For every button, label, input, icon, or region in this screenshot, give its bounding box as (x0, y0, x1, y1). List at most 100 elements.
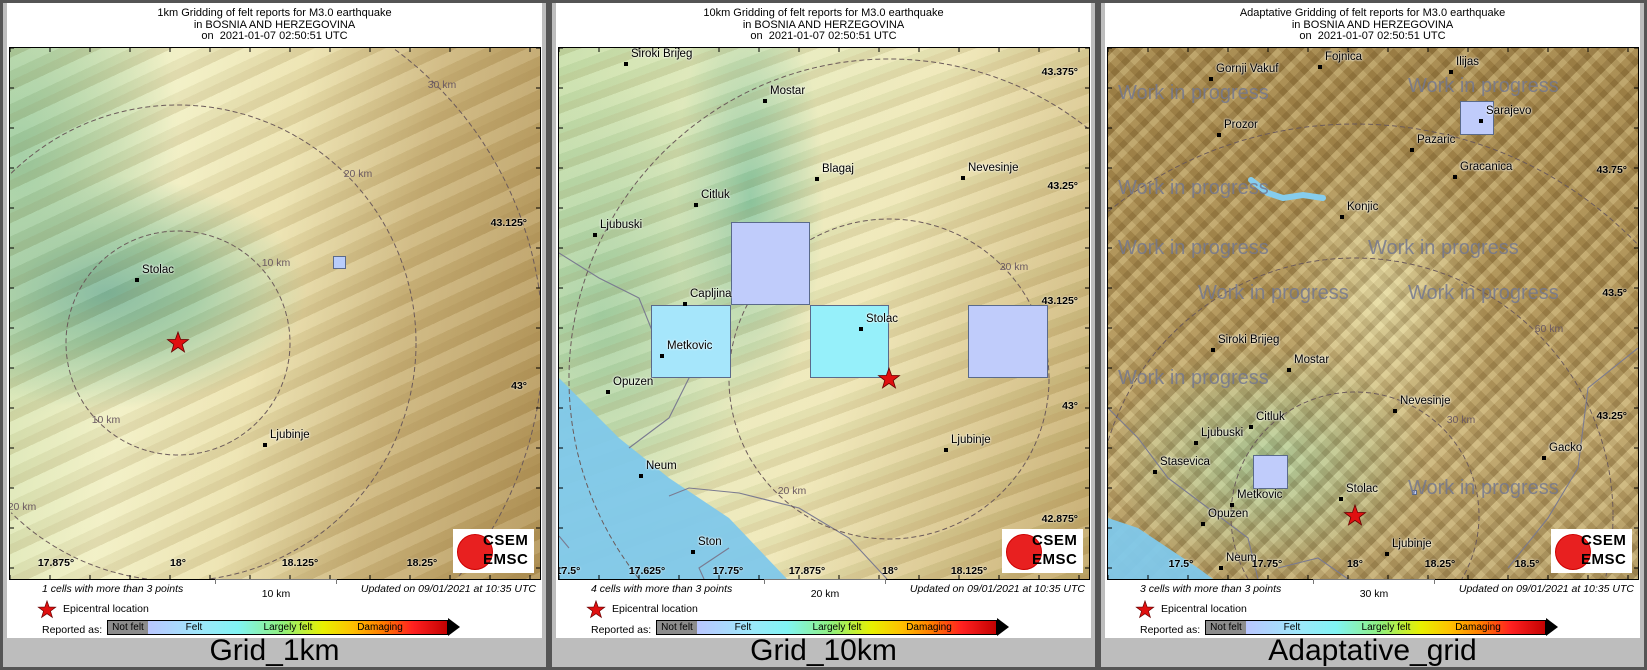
colorbar-label: Largely felt (263, 622, 313, 633)
city-label: Stolac (1346, 483, 1378, 495)
border-line (559, 535, 570, 549)
city-marker (683, 302, 687, 306)
city-label: Ston (698, 536, 722, 548)
epicenter-legend-star-shape (37, 600, 57, 619)
city-marker (135, 278, 139, 282)
felt-grid-cell[interactable] (968, 305, 1048, 378)
border-line (1507, 347, 1638, 569)
distance-label: 60 km (1534, 323, 1564, 335)
city-label: Neum (646, 460, 677, 472)
colorbar-label: Damaging (906, 622, 952, 633)
reported-as-label: Reported as: (591, 624, 652, 636)
city-label: Sarajevo (1486, 105, 1532, 117)
city-label: Citluk (1256, 411, 1285, 423)
city-marker (815, 177, 819, 181)
city-marker (660, 354, 664, 358)
felt-grid-cell[interactable] (810, 305, 889, 378)
scale-bar (764, 579, 886, 584)
felt-grid-cell[interactable] (731, 222, 810, 305)
longitude-label: 17.875° (788, 565, 826, 577)
colorbar-label: Largely felt (1361, 622, 1411, 633)
csem-emsc-logo: CSEM EMSC (1002, 529, 1083, 573)
border-line (698, 547, 730, 579)
city-label: Gacko (1549, 442, 1583, 454)
city-label: Gornji Vakuf (1216, 63, 1279, 75)
city-marker (1287, 368, 1291, 372)
title-line: in BOSNIA AND HERZEGOVINA (742, 18, 905, 31)
city-marker (1449, 70, 1453, 74)
epicenter-star-shape (166, 331, 190, 353)
map-card: 10km Gridding of felt reports for M3.0 e… (556, 3, 1091, 638)
distance-label: 20 km (9, 501, 37, 513)
lake (1248, 177, 1326, 202)
globe-icon (1555, 534, 1591, 570)
distance-circle (1108, 123, 1638, 245)
panel-adaptative-grid: Adaptative Gridding of felt reports for … (1098, 0, 1647, 670)
colorbar-arrow-icon (1546, 618, 1558, 636)
latitude-label: 43.5° (1602, 287, 1627, 299)
felt-grid-cell[interactable] (1412, 490, 1417, 495)
city-marker (1339, 497, 1343, 501)
epicenter-star-icon (1343, 504, 1367, 526)
border-line (668, 487, 888, 579)
city-marker (1211, 348, 1215, 352)
terrain-relief (1108, 48, 1638, 579)
city-label: Siroki Brijeg (631, 48, 693, 60)
panel-label: Grid_1km (209, 634, 340, 667)
intensity-colorbar: Not felt Felt Largely felt Damaging (1205, 620, 1546, 635)
city-marker (961, 176, 965, 180)
border-line (1277, 557, 1349, 579)
reported-as-label: Reported as: (1140, 624, 1201, 636)
city-marker (1201, 522, 1205, 526)
colorbar-label: Not felt (661, 622, 693, 633)
city-label: Blagaj (822, 163, 854, 175)
longitude-label: 17.75° (1251, 558, 1283, 570)
colorbar-label: Not felt (112, 622, 144, 633)
distance-label: 10 km (91, 414, 121, 426)
felt-grid-cell[interactable] (333, 256, 346, 269)
longitude-label: 18° (170, 557, 186, 569)
panel-grid-10km: 10km Gridding of felt reports for M3.0 e… (549, 0, 1098, 670)
distance-circle (1108, 257, 1614, 579)
map-title: 1km Gridding of felt reports for M3.0 ea… (7, 7, 542, 43)
map-view[interactable]: Siroki Brijeg Mostar Blagaj Nevesinje Citluk… (558, 47, 1090, 580)
city-marker (1542, 456, 1546, 460)
city-label: Ilijas (1456, 56, 1480, 68)
colorbar-arrow-icon (448, 618, 460, 636)
map-view[interactable]: Gornji Vakuf Fojnica Ilijas Sarajevo Prozor P… (1107, 47, 1639, 580)
city-label: Ljubinje (270, 429, 310, 441)
distance-label: 30 km (1446, 414, 1476, 426)
sea-area (1108, 518, 1213, 579)
longitude-label: 18.25° (406, 557, 438, 569)
map-title: Adaptative Gridding of felt reports for … (1105, 7, 1640, 43)
distance-label: 30 km (427, 79, 457, 91)
city-label: Stolac (142, 264, 174, 276)
csem-emsc-logo: CSEM EMSC (453, 529, 534, 573)
epicenter-legend-star-icon (37, 600, 57, 619)
city-label: Fojnica (1325, 51, 1363, 63)
felt-grid-cell[interactable] (1253, 455, 1288, 489)
city-label: Ljubuski (600, 219, 643, 231)
border-line (1108, 407, 1259, 579)
longitude-label: 17.875° (37, 557, 75, 569)
latitude-label: 43.75° (1596, 164, 1627, 176)
logo-text-bottom: EMSC (1032, 551, 1078, 568)
city-marker (1318, 65, 1322, 69)
city-label: Stolac (866, 313, 898, 325)
felt-grid-cell[interactable] (1460, 101, 1494, 135)
city-marker (1385, 552, 1389, 556)
felt-grid-cell[interactable] (651, 305, 731, 378)
intensity-colorbar: Not felt Felt Largely felt Damaging (107, 620, 448, 635)
colorbar-label: Not felt (1210, 622, 1242, 633)
csem-emsc-logo: CSEM EMSC (1551, 529, 1632, 573)
city-marker (1340, 215, 1344, 219)
colorbar-label: Felt (1283, 622, 1301, 633)
city-marker (1453, 175, 1457, 179)
map-view[interactable]: Stolac Ljubinje 10 km 10 km 20 km 20 km 30 km 4… (9, 47, 541, 580)
city-label: Mostar (1294, 354, 1330, 366)
city-label: Ljubinje (951, 434, 991, 446)
epicenter-legend-star-icon (586, 600, 606, 619)
city-label: Capljina (690, 288, 732, 300)
distance-circle (10, 104, 417, 579)
city-marker (763, 99, 767, 103)
